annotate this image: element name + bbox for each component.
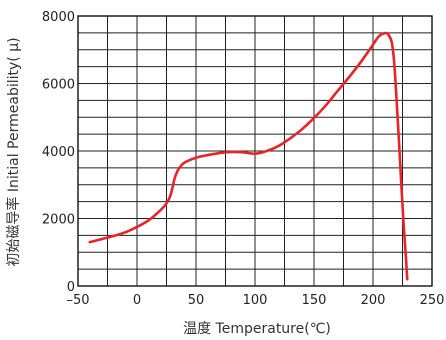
x-tick-label: –50 xyxy=(66,293,89,308)
y-tick-label: 2000 xyxy=(42,213,75,228)
y-tick-label: 8000 xyxy=(42,10,75,25)
x-tick-label: 50 xyxy=(188,293,205,308)
x-axis-title: 温度 Temperature(℃) xyxy=(183,321,331,337)
y-axis-ticks: 0 2000 4000 6000 8000 xyxy=(42,10,75,295)
x-tick-label: 0 xyxy=(133,293,141,308)
x-tick-label: 150 xyxy=(302,293,327,308)
y-tick-label: 0 xyxy=(67,280,75,295)
series-line-permeability xyxy=(88,31,409,281)
x-tick-label: 250 xyxy=(420,293,445,308)
y-tick-label: 4000 xyxy=(42,145,75,160)
plot-frame xyxy=(77,15,433,287)
series-layer xyxy=(88,31,409,281)
y-axis-title: 初始磁导率 Initial Permeability( μ) xyxy=(5,37,22,266)
x-axis-ticks: –50 0 50 100 150 200 250 xyxy=(66,293,444,308)
x-tick-label: 100 xyxy=(243,293,268,308)
grid xyxy=(78,16,432,286)
y-tick-label: 6000 xyxy=(42,78,75,93)
x-tick-label: 200 xyxy=(361,293,386,308)
